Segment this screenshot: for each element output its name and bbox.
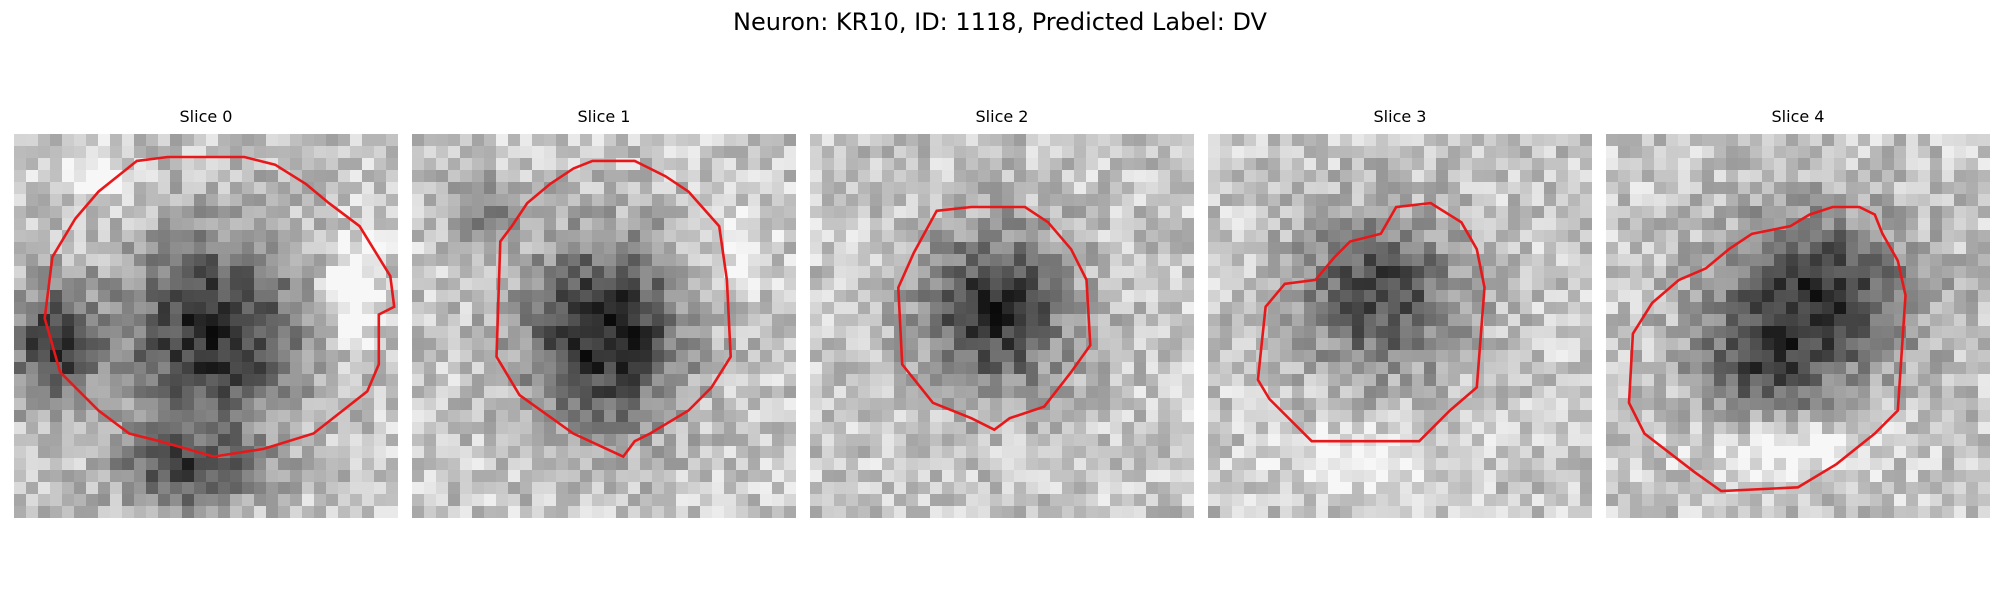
slice-image	[1606, 134, 1990, 518]
slice-image	[810, 134, 1194, 518]
slice-image	[1208, 134, 1592, 518]
neuron-contour	[896, 205, 1092, 432]
pixel-grid	[14, 134, 398, 518]
figure-title: Neuron: KR10, ID: 1118, Predicted Label:…	[733, 8, 1267, 36]
slice-title: Slice 4	[1771, 107, 1825, 126]
pixel-grid	[1208, 134, 1592, 518]
slice-image	[412, 134, 796, 518]
neuron-contour	[1627, 205, 1907, 493]
slice-title: Slice 3	[1373, 107, 1427, 126]
slice-panel-1: Slice 1	[412, 106, 796, 518]
neuron-contour	[495, 159, 733, 459]
slice-image	[14, 134, 398, 518]
pixel-grid	[1606, 134, 1990, 518]
slice-panel-4: Slice 4	[1606, 106, 1990, 518]
slice-panel-0: Slice 0	[14, 106, 398, 518]
pixel-grid	[810, 134, 1194, 518]
slice-title: Slice 1	[577, 107, 631, 126]
slice-title: Slice 0	[179, 107, 233, 126]
neuron-contour	[43, 155, 396, 458]
slice-panel-3: Slice 3	[1208, 106, 1592, 518]
slice-title: Slice 2	[975, 107, 1029, 126]
slice-panel-2: Slice 2	[810, 106, 1194, 518]
neuron-contour	[1256, 201, 1486, 443]
pixel-grid	[412, 134, 796, 518]
